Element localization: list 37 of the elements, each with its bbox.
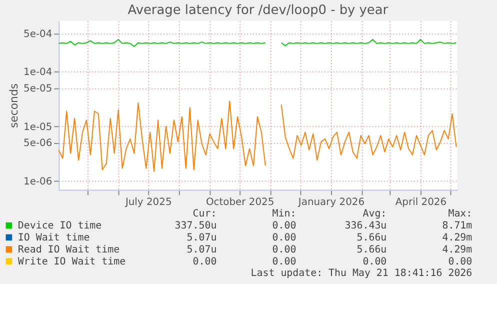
text: 4.29m	[442, 244, 472, 256]
text: 0.00	[272, 256, 296, 268]
text: 0.00	[272, 220, 296, 232]
y-tick-label: 5e-05	[24, 84, 52, 95]
x-tick-label: April 2026	[395, 197, 447, 208]
y-tick-label: 1e-04	[24, 67, 52, 78]
legend-label: Read IO Wait time	[18, 244, 120, 256]
text: Avg:	[362, 208, 387, 220]
y-axis-title: seconds	[8, 83, 21, 128]
y-tick-label: 1e-06	[24, 176, 52, 188]
text: 0.00	[362, 256, 387, 268]
text: 5.66u	[356, 232, 387, 244]
text: Cur:	[192, 208, 217, 220]
text: 5.66u	[356, 244, 387, 256]
text: 0.00	[192, 256, 217, 268]
y-tick-label: 1e-05	[24, 122, 52, 133]
y-tick-label: 5e-04	[24, 29, 52, 40]
text: 337.50u	[174, 220, 217, 232]
text: 336.43u	[344, 220, 387, 232]
text: Max:	[448, 208, 472, 220]
x-tick-label: January 2026	[297, 197, 365, 208]
chart-title: Average latency for /dev/loop0 - by year	[128, 2, 389, 18]
legend-label: IO Wait time	[18, 232, 90, 244]
text: 5.07u	[186, 232, 217, 244]
legend-label: Write IO Wait time	[18, 256, 126, 268]
text: 8.71m	[442, 220, 472, 232]
y-tick-label: 5e-06	[24, 138, 52, 150]
text: 0.00	[448, 256, 472, 268]
text: 0.00	[272, 244, 296, 256]
x-tick-label: July 2025	[124, 197, 172, 208]
legend-label: Device IO time	[18, 220, 102, 232]
text: Last update: Thu May 21 18:41:16 2026	[250, 268, 472, 280]
text: 5.07u	[186, 244, 217, 256]
x-tick-label: October 2025	[206, 197, 274, 208]
text: 0.00	[272, 232, 296, 244]
text: Min:	[272, 208, 296, 220]
text: 4.29m	[442, 232, 472, 244]
